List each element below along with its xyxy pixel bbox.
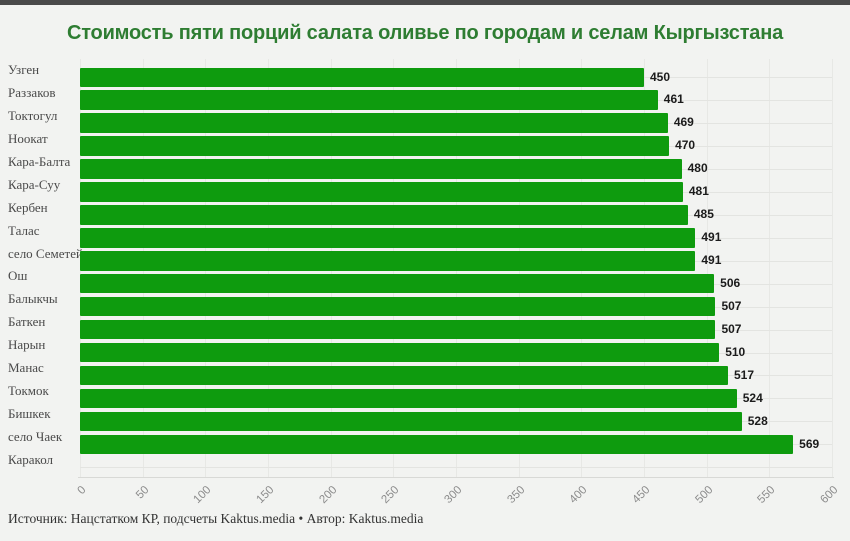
value-label: 524	[742, 390, 763, 405]
value-label: 569	[799, 436, 820, 451]
bar	[80, 365, 728, 386]
x-axis-tick-label: 500	[693, 484, 716, 507]
x-axis-tick-label: 400	[567, 484, 590, 507]
bar	[80, 434, 794, 455]
bar	[80, 228, 696, 248]
category-label: село Чаек	[8, 429, 63, 445]
value-label: 517	[733, 367, 754, 382]
bar	[80, 411, 742, 432]
bar	[80, 319, 716, 340]
value-label: 485	[693, 207, 714, 222]
value-label: 528	[747, 413, 768, 428]
x-axis-line	[78, 477, 834, 478]
bar	[80, 342, 720, 363]
x-axis-tick-label: 600	[818, 484, 841, 507]
category-label: Ноокат	[8, 130, 48, 146]
value-label: 491	[701, 230, 722, 245]
category-label: Кербен	[8, 199, 48, 215]
category-label: Ош	[8, 268, 28, 284]
vertical-gridline	[769, 59, 771, 477]
value-label: 507	[721, 298, 742, 313]
category-label: Токмок	[8, 383, 49, 399]
value-label: 506	[720, 275, 741, 290]
category-label: Кара-Балта	[8, 153, 71, 169]
category-label: Узген	[8, 62, 40, 77]
x-axis-tick-label: 350	[505, 484, 528, 507]
vertical-gridline	[706, 59, 708, 477]
category-gridline	[80, 467, 832, 469]
category-label: Каракол	[8, 451, 54, 467]
value-label: 481	[688, 184, 709, 199]
bar	[80, 182, 683, 202]
bar	[80, 90, 658, 110]
value-label: 507	[721, 321, 742, 336]
category-label: Талас	[8, 222, 40, 238]
bar	[80, 251, 696, 271]
bar	[80, 67, 644, 87]
bar	[80, 296, 716, 317]
bar	[80, 273, 715, 294]
bar	[80, 388, 737, 409]
bar	[80, 136, 670, 156]
category-label: Токтогул	[8, 107, 58, 123]
category-label: Кара-Суу	[8, 176, 61, 192]
category-label: Бишкек	[8, 406, 51, 422]
value-label: 470	[675, 138, 696, 153]
category-label: Балыкчы	[8, 291, 58, 307]
value-label: 510	[725, 344, 746, 359]
value-label: 480	[687, 161, 708, 176]
category-label: Манас	[8, 360, 44, 376]
x-axis-tick-label: 550	[755, 484, 778, 507]
value-label: 469	[673, 115, 694, 130]
top-strip	[0, 0, 850, 5]
chart-title: Стоимость пяти порций салата оливье по г…	[66, 22, 784, 44]
category-label: Нарын	[8, 337, 46, 353]
value-label: 461	[663, 92, 684, 107]
bar	[80, 205, 688, 225]
value-label: 491	[701, 253, 722, 268]
value-label: 450	[650, 69, 671, 84]
x-axis-tick-label: 450	[630, 484, 653, 507]
source-credit: Источник: Нацстатком КР, подсчеты Kaktus…	[8, 511, 424, 526]
bar	[80, 159, 682, 179]
bar	[80, 113, 668, 133]
category-label: Раззаков	[8, 84, 56, 100]
category-label: Баткен	[8, 314, 46, 330]
vertical-gridline	[832, 59, 833, 477]
category-label: село Семетей	[8, 245, 83, 261]
